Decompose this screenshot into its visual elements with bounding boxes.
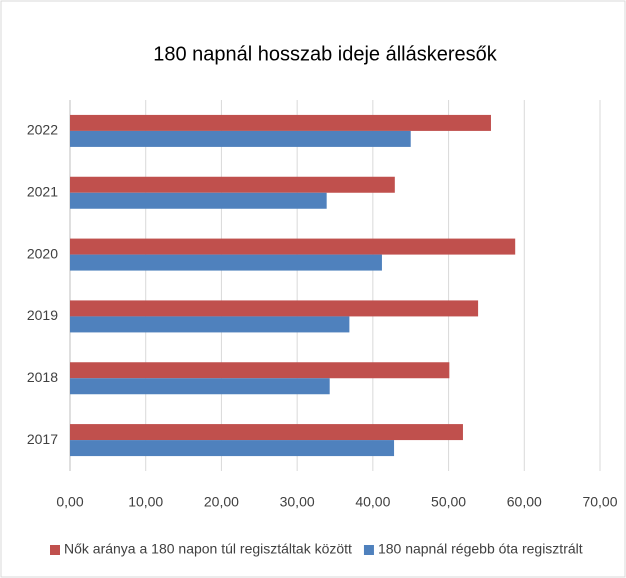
bar <box>70 316 350 333</box>
y-tick-label: 2018 <box>27 369 58 385</box>
bar <box>70 300 479 317</box>
legend-label: Nők aránya a 180 napon túl regisztáltak … <box>64 541 352 557</box>
y-tick-label: 2020 <box>27 245 58 261</box>
bar <box>70 440 395 457</box>
x-tick-label: 60,00 <box>507 494 542 510</box>
legend-label: 180 napnál régebb óta regisztrált <box>378 541 583 557</box>
x-tick-label: 70,00 <box>582 494 617 510</box>
bar <box>70 176 395 193</box>
bar <box>70 130 411 147</box>
bar <box>70 254 382 271</box>
x-tick-label: 10,00 <box>128 494 163 510</box>
y-tick-label: 2019 <box>27 307 58 323</box>
bar <box>70 378 330 395</box>
bar <box>70 114 491 131</box>
y-tick-label: 2022 <box>27 122 58 138</box>
legend-swatch <box>50 545 60 555</box>
x-tick-label: 50,00 <box>431 494 466 510</box>
chart-title: 180 napnál hosszab ideje álláskeresők <box>153 43 498 65</box>
y-tick-label: 2021 <box>27 183 58 199</box>
bar <box>70 362 450 379</box>
bar <box>70 238 516 255</box>
bar <box>70 424 463 441</box>
x-tick-label: 30,00 <box>280 494 315 510</box>
bar <box>70 192 327 209</box>
x-tick-label: 40,00 <box>355 494 390 510</box>
x-tick-label: 0,00 <box>56 494 83 510</box>
x-tick-label: 20,00 <box>204 494 239 510</box>
y-tick-label: 2017 <box>27 431 58 447</box>
legend-swatch <box>363 545 374 555</box>
